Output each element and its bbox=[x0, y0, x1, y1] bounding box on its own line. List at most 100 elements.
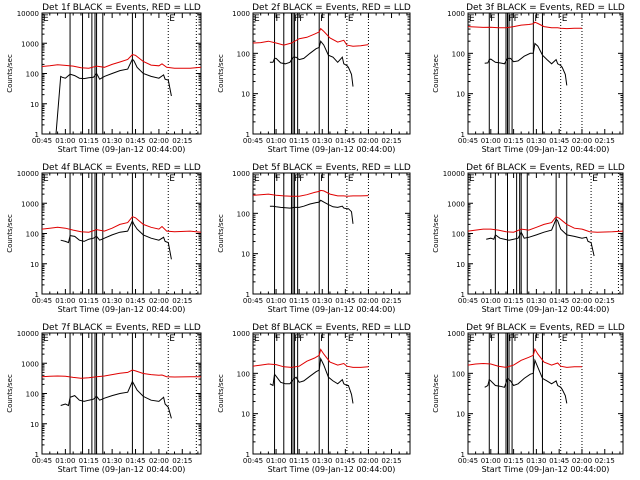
x-axis-label: Start Time (09-Jan-12 00:44:00) bbox=[268, 465, 396, 474]
interval-marker-label: F bbox=[320, 174, 325, 184]
y-axis-label: Counts/sec bbox=[432, 214, 440, 253]
x-axis-label: Start Time (09-Jan-12 00:44:00) bbox=[482, 465, 610, 474]
y-tick-label: 1 bbox=[461, 131, 465, 139]
x-tick-label: 01:45 bbox=[335, 297, 355, 305]
x-tick-label: 00:45 bbox=[32, 137, 52, 145]
x-tick-label: 01:15 bbox=[503, 457, 523, 465]
interval-marker-label: E bbox=[169, 174, 175, 184]
y-tick-label: 1000 bbox=[447, 200, 465, 208]
y-tick-label: 100 bbox=[26, 231, 39, 239]
x-tick-label: 00:45 bbox=[458, 137, 478, 145]
x-axis-label: Start Time (09-Jan-12 00:44:00) bbox=[58, 145, 186, 154]
y-tick-label: 10 bbox=[241, 91, 250, 99]
panel-title: Det 6f BLACK = Events, RED = LLD bbox=[466, 163, 625, 173]
x-axis-label: Start Time (09-Jan-12 00:44:00) bbox=[482, 145, 610, 154]
x-tick-label: 02:00 bbox=[572, 457, 592, 465]
x-tick-label: 02:15 bbox=[595, 297, 615, 305]
x-tick-label: 00:45 bbox=[32, 457, 52, 465]
x-tick-label: 01:30 bbox=[526, 457, 546, 465]
y-tick-label: 10000 bbox=[17, 170, 39, 178]
x-tick-label: 01:30 bbox=[102, 457, 122, 465]
x-tick-label: 02:15 bbox=[381, 297, 401, 305]
interval-marker-label: E bbox=[562, 14, 568, 24]
x-tick-label: 01:30 bbox=[526, 137, 546, 145]
interval-marker-label: E bbox=[348, 334, 354, 344]
y-axis-label: Counts/sec bbox=[217, 374, 225, 413]
x-tick-label: 02:15 bbox=[172, 137, 192, 145]
x-tick-label: 01:15 bbox=[289, 297, 309, 305]
events-series-line bbox=[484, 358, 568, 404]
x-tick-label: 01:00 bbox=[55, 297, 75, 305]
x-axis-label: Start Time (09-Jan-12 00:44:00) bbox=[58, 465, 186, 474]
x-tick-label: 02:15 bbox=[595, 137, 615, 145]
interval-marker-label: E bbox=[169, 334, 175, 344]
x-tick-label: 01:15 bbox=[289, 457, 309, 465]
x-tick-label: 02:00 bbox=[149, 457, 169, 465]
panel-title: Det 2f BLACK = Events, RED = LLD bbox=[252, 3, 411, 13]
detector-panel-5: Det 5f BLACK = Events, RED = LLD 1 10 100 10… bbox=[217, 163, 411, 314]
interval-marker-label: E bbox=[469, 334, 475, 344]
x-tick-label: 02:15 bbox=[172, 297, 192, 305]
interval-marker-label: F bbox=[276, 174, 281, 184]
x-axis-label: Start Time (09-Jan-12 00:44:00) bbox=[268, 145, 396, 154]
x-tick-label: 02:15 bbox=[172, 457, 192, 465]
plot-frame bbox=[41, 12, 202, 135]
x-axis-label: Start Time (09-Jan-12 00:44:00) bbox=[58, 305, 186, 314]
x-tick-label: 00:45 bbox=[243, 457, 263, 465]
x-tick-label: 02:00 bbox=[572, 137, 592, 145]
y-axis-label: Counts/sec bbox=[6, 54, 14, 93]
interval-marker-label: E bbox=[469, 174, 475, 184]
plot-frame bbox=[252, 12, 411, 135]
lld-series-line bbox=[467, 216, 624, 233]
interval-marker-label: E bbox=[348, 14, 354, 24]
lld-series-line bbox=[41, 54, 202, 69]
interval-marker-label: FF bbox=[294, 174, 304, 184]
x-tick-label: 01:00 bbox=[481, 137, 501, 145]
plot-frame bbox=[41, 172, 202, 295]
interval-marker-label: FF bbox=[294, 334, 304, 344]
interval-marker-label: E bbox=[43, 334, 49, 344]
detector-panel-3: Det 3f BLACK = Events, RED = LLD 1 10 100 10… bbox=[432, 3, 625, 154]
events-series-line bbox=[60, 380, 172, 419]
x-tick-label: 01:15 bbox=[503, 137, 523, 145]
x-tick-label: 01:15 bbox=[289, 137, 309, 145]
interval-marker-label: F bbox=[490, 334, 495, 344]
plot-frame bbox=[467, 172, 624, 295]
x-tick-label: 02:00 bbox=[358, 137, 378, 145]
panel-title: Det 5f BLACK = Events, RED = LLD bbox=[252, 163, 411, 173]
interval-marker-label: FF bbox=[294, 14, 304, 24]
x-tick-label: 02:15 bbox=[381, 137, 401, 145]
y-tick-label: 100 bbox=[237, 210, 250, 218]
x-tick-label: 01:00 bbox=[266, 297, 286, 305]
y-tick-label: 1000 bbox=[447, 330, 465, 338]
x-tick-label: 00:45 bbox=[32, 297, 52, 305]
y-tick-label: 100 bbox=[26, 391, 39, 399]
interval-marker-label: FF bbox=[509, 14, 519, 24]
detector-panel-9: Det 9f BLACK = Events, RED = LLD 1 10 100 10… bbox=[432, 323, 625, 474]
x-tick-label: 01:30 bbox=[312, 457, 332, 465]
x-tick-label: 01:00 bbox=[481, 457, 501, 465]
x-tick-label: 01:15 bbox=[79, 297, 99, 305]
plot-frame bbox=[467, 332, 624, 455]
lld-series-line bbox=[252, 348, 369, 368]
y-tick-label: 1 bbox=[35, 291, 39, 299]
y-tick-label: 10 bbox=[241, 251, 250, 259]
plot-frame bbox=[252, 172, 411, 295]
x-tick-label: 02:00 bbox=[149, 297, 169, 305]
y-tick-label: 100 bbox=[452, 231, 465, 239]
x-tick-label: 01:45 bbox=[125, 457, 145, 465]
interval-marker-label: E bbox=[592, 174, 598, 184]
y-axis-label: Counts/sec bbox=[6, 374, 14, 413]
panel-title: Det 8f BLACK = Events, RED = LLD bbox=[252, 323, 411, 333]
detector-panel-1: Det 1f BLACK = Events, RED = LLD 1 10 100 10… bbox=[6, 3, 202, 154]
y-axis-label: Counts/sec bbox=[6, 214, 14, 253]
interval-marker-label: E bbox=[169, 14, 175, 24]
y-tick-label: 10000 bbox=[443, 170, 465, 178]
y-tick-label: 100 bbox=[237, 370, 250, 378]
x-tick-label: 01:30 bbox=[102, 297, 122, 305]
lld-series-line bbox=[252, 27, 369, 47]
interval-marker-label: E bbox=[469, 14, 475, 24]
x-tick-label: 02:15 bbox=[595, 457, 615, 465]
interval-marker-label: E bbox=[254, 334, 260, 344]
